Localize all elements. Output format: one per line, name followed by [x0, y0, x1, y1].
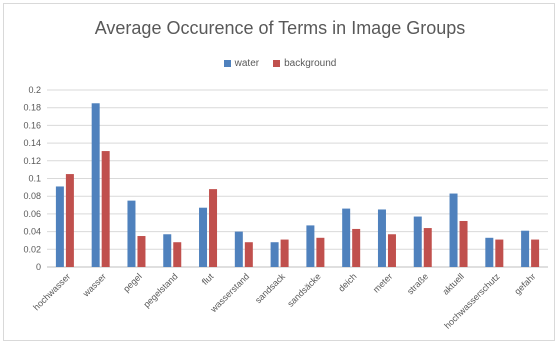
bar-background-3: [173, 242, 182, 267]
bar-background-9: [387, 234, 396, 267]
y-tick-label: 0.02: [23, 244, 41, 254]
bar-water-13: [521, 230, 530, 267]
x-tick-label: sandsack: [253, 271, 287, 305]
bar-water-8: [342, 208, 351, 267]
bar-background-12: [495, 239, 504, 267]
legend-item-water: water: [223, 58, 260, 69]
x-tick-label: pegelstand: [141, 271, 179, 309]
y-tick-label: 0: [36, 262, 41, 272]
x-tick-label: hochwasser: [31, 271, 72, 312]
bar-water-1: [91, 103, 100, 268]
y-tick-label: 0.08: [23, 191, 41, 201]
x-tick-label: sandsäcke: [285, 271, 322, 308]
x-tick-label: pegel: [121, 271, 144, 294]
bar-water-7: [306, 225, 315, 267]
bar-water-12: [485, 237, 494, 267]
legend-label-water: water: [234, 58, 260, 69]
bar-background-11: [459, 220, 468, 267]
legend: water background: [0, 58, 560, 69]
x-tick-label: deich: [336, 271, 358, 293]
legend-item-background: background: [273, 58, 336, 69]
bar-background-0: [65, 174, 74, 267]
y-tick-label: 0.12: [23, 156, 41, 166]
bar-water-11: [449, 193, 458, 267]
bar-water-3: [163, 234, 172, 267]
bar-background-7: [316, 237, 325, 267]
bar-background-10: [423, 228, 432, 267]
legend-label-background: background: [284, 58, 337, 69]
y-tick-label: 0.1: [28, 174, 41, 184]
bar-water-9: [377, 209, 386, 267]
chart-title: Average Occurence of Terms in Image Grou…: [94, 18, 466, 38]
bar-water-0: [55, 186, 64, 267]
bar-background-5: [244, 242, 253, 267]
bar-background-4: [209, 189, 218, 267]
bar-water-4: [199, 207, 208, 267]
x-tick-label: straße: [405, 271, 430, 296]
bar-background-8: [352, 228, 361, 267]
x-tick-label: flut: [200, 271, 216, 287]
bar-water-6: [270, 242, 279, 267]
bar-water-10: [413, 216, 422, 267]
y-tick-label: 0.04: [23, 227, 41, 237]
bar-water-5: [234, 231, 243, 267]
x-tick-label: aktuell: [440, 271, 465, 296]
x-tick-label: wasser: [80, 271, 108, 299]
bar-background-6: [280, 239, 289, 267]
y-tick-label: 0.18: [23, 103, 41, 113]
bar-background-2: [137, 236, 146, 267]
y-tick-label: 0.2: [28, 85, 41, 95]
x-tick-label: meter: [371, 271, 394, 294]
bar-background-1: [101, 151, 110, 267]
y-tick-label: 0.14: [23, 138, 41, 148]
bar-background-13: [531, 239, 540, 267]
y-tick-label: 0.16: [23, 120, 41, 130]
bar-water-2: [127, 200, 136, 267]
legend-swatch-background: [273, 60, 281, 67]
legend-swatch-water: [223, 60, 231, 67]
y-tick-label: 0.06: [23, 209, 41, 219]
x-tick-label: gefahr: [512, 271, 537, 296]
